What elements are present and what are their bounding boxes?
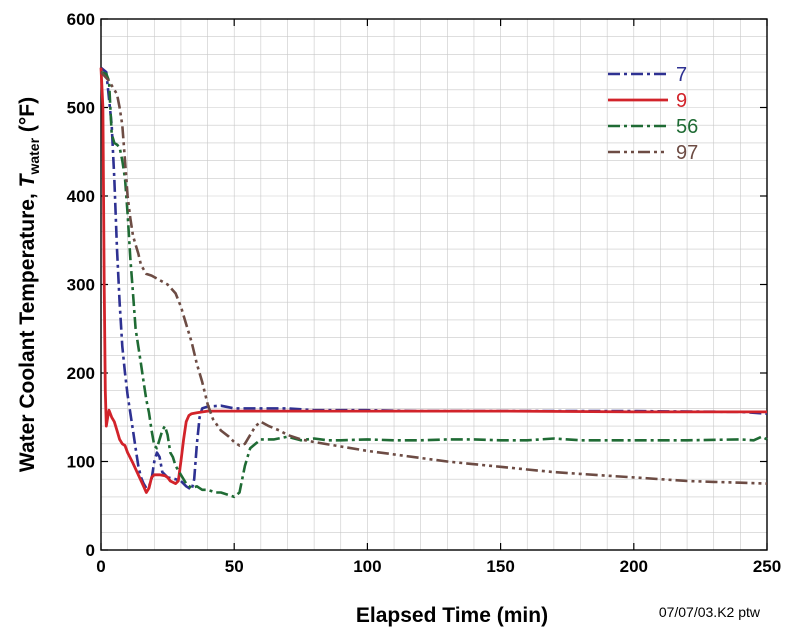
x-tick-label: 250: [753, 557, 781, 576]
grid-lines: [101, 19, 767, 550]
legend-label-7: 7: [676, 64, 687, 86]
x-tick-label: 0: [96, 557, 105, 576]
y-tick-label: 500: [67, 99, 95, 118]
y-tick-label: 100: [67, 453, 95, 472]
x-axis-title: Elapsed Time (min): [356, 604, 548, 627]
chart-annotation: 07/07/03.K2 ptw: [659, 604, 761, 620]
y-axis-title-text: Water Coolant Temperature,: [16, 187, 39, 472]
y-tick-label: 200: [67, 364, 95, 383]
legend-label-56: 56: [676, 116, 698, 138]
y-tick-label: 300: [67, 276, 95, 295]
y-tick-label: 400: [67, 187, 95, 206]
axis-ticks: 0 50 100 150 200 250 0 100 200 300 400 500 600: [67, 10, 782, 576]
legend-label-97: 97: [676, 142, 698, 164]
series-line-7: [100, 66, 768, 492]
x-tick-label: 50: [225, 557, 244, 576]
x-tick-label: 100: [353, 557, 381, 576]
y-axis-title-unit: (°F): [16, 97, 39, 138]
series-line-56: [100, 70, 768, 499]
y-axis-title-subscript: water: [26, 137, 42, 175]
series-lines: [99, 66, 768, 499]
series-line-97: [100, 71, 768, 485]
y-axis-title: Water Coolant Temperature, Twater (°F): [16, 97, 42, 472]
legend: 7 9 56 97: [608, 64, 698, 164]
y-axis-title-symbol: T: [16, 172, 39, 187]
y-tick-label: 0: [86, 541, 95, 560]
legend-label-9: 9: [676, 90, 687, 112]
series-line-9: [99, 67, 767, 494]
y-tick-label: 600: [67, 10, 95, 29]
x-tick-label: 200: [620, 557, 648, 576]
x-tick-label: 150: [486, 557, 514, 576]
